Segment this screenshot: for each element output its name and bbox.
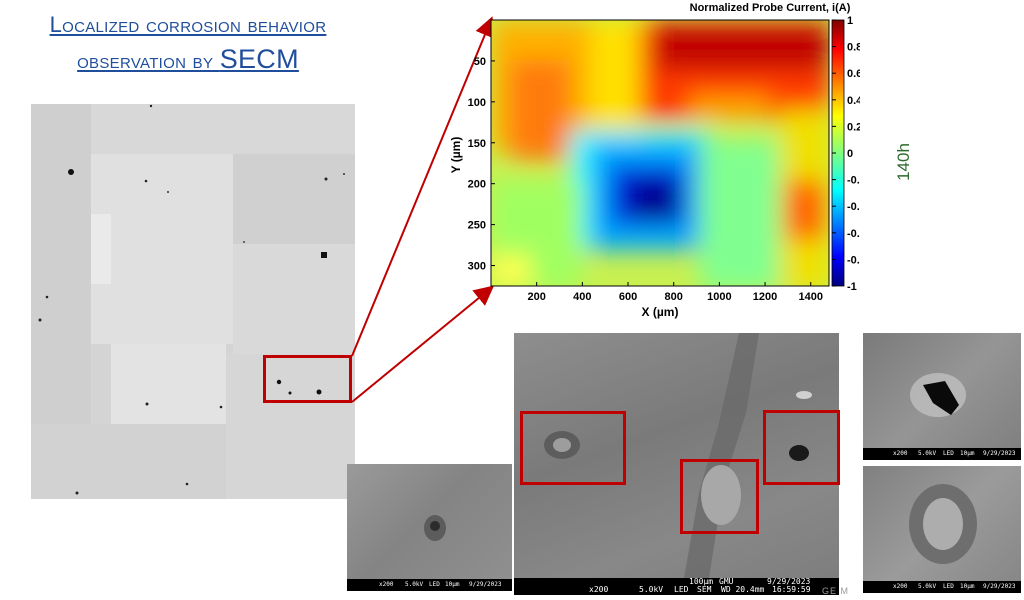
y-tick-label: 100 (468, 97, 486, 109)
colorbar-ticks: 1 0.8 0.6 0.4 0.2 0 -0.2 -0.4 -0.6 -0.8 -1 (832, 15, 860, 293)
x-tick-label: 600 (619, 291, 637, 303)
y-axis-ticks: 50 100 150 200 250 300 (468, 56, 495, 273)
colorbar-tick-label: 1 (847, 15, 853, 27)
sem-info-bar: 100µm GMU 9/29/2023 x200 5.0kV LED SEM W… (514, 578, 839, 595)
optical-micrograph (31, 104, 355, 499)
micrograph-tile (233, 244, 355, 354)
sem-image-top-right: x200 5.0kV LED 10µm 9/29/2023 (863, 333, 1021, 460)
x-tick-label: 200 (527, 291, 545, 303)
sem-pit-feature (910, 373, 966, 417)
y-axis-label: Y (µm) (449, 137, 463, 174)
colorbar-tick-label: -0.6 (847, 228, 860, 240)
colorbar-tick-label: -0.4 (847, 201, 860, 213)
sem-info-bar: x200 5.0kV LED 10µm 9/29/2023 (863, 581, 1021, 593)
micrograph-tile (91, 214, 111, 284)
colorbar-tick-label: -0.2 (847, 175, 860, 187)
y-tick-label: 300 (468, 261, 486, 273)
x-tick-label: 1400 (798, 291, 822, 303)
colorbar-tick-label: 0.8 (847, 42, 860, 54)
sem-image-small-left: x200 5.0kV LED 10µm 9/29/2023 (347, 464, 512, 591)
micrograph-tile (91, 104, 355, 154)
x-axis-label: X (µm) (642, 305, 679, 319)
sem-image-large: 100µm GMU 9/29/2023 x200 5.0kV LED SEM W… (514, 333, 839, 595)
x-tick-label: 800 (665, 291, 683, 303)
footer-faded-text: GE M (822, 586, 850, 596)
micrograph-tile (91, 154, 233, 344)
title-line-2-prefix: observation by (77, 48, 220, 73)
sem-roi-box-right (763, 410, 840, 485)
x-tick-label: 1000 (707, 291, 731, 303)
plot-frame (490, 19, 830, 287)
y-tick-label: 150 (468, 138, 486, 150)
x-tick-label: 1200 (753, 291, 777, 303)
sem-image-bottom-right: x200 5.0kV LED 10µm 9/29/2023 (863, 466, 1021, 593)
title-line-2: observation by SECM (18, 42, 358, 78)
secm-heatmap-chart: Normalized Probe Current, i(A) 200 400 600… (449, 2, 860, 319)
colorbar-tick-label: 0.6 (847, 68, 860, 80)
slide-title: Localized corrosion behavior observation… (18, 8, 358, 78)
micrograph-tile (233, 154, 355, 244)
exposure-time-label: 140h (893, 143, 913, 181)
colorbar-tick-label: 0 (847, 148, 853, 160)
colorbar-tick-label: 0.4 (847, 95, 860, 107)
sem-surface-features (544, 333, 812, 578)
y-tick-label: 200 (468, 179, 486, 191)
sem-pit-feature (909, 484, 977, 564)
x-tick-label: 400 (573, 291, 591, 303)
title-line-1: Localized corrosion behavior (49, 12, 327, 37)
title-line-2-strong: SECM (219, 44, 299, 74)
y-tick-label: 250 (468, 220, 486, 232)
micrograph-tile (226, 354, 355, 499)
colorbar-tick-label: -1 (847, 281, 857, 293)
heatmap-field (491, 20, 829, 286)
chart-title: Normalized Probe Current, i(A) (690, 2, 851, 14)
sem-roi-box-middle (680, 459, 759, 534)
sem-roi-box-left (520, 411, 626, 485)
y-tick-label: 50 (474, 56, 486, 68)
x-axis-ticks: 200 400 600 800 1000 1200 1400 (527, 282, 823, 303)
colorbar-tick-label: 0.2 (847, 121, 860, 133)
optical-roi-box (263, 355, 352, 403)
corrosion-pits (38, 104, 345, 495)
sem-info-bar: x200 5.0kV LED 10µm 9/29/2023 (347, 579, 512, 591)
sem-info-bar: x200 5.0kV LED 10µm 9/29/2023 (863, 448, 1021, 460)
colorbar-tick-label: -0.8 (847, 254, 860, 266)
sem-pit-feature (424, 515, 446, 541)
